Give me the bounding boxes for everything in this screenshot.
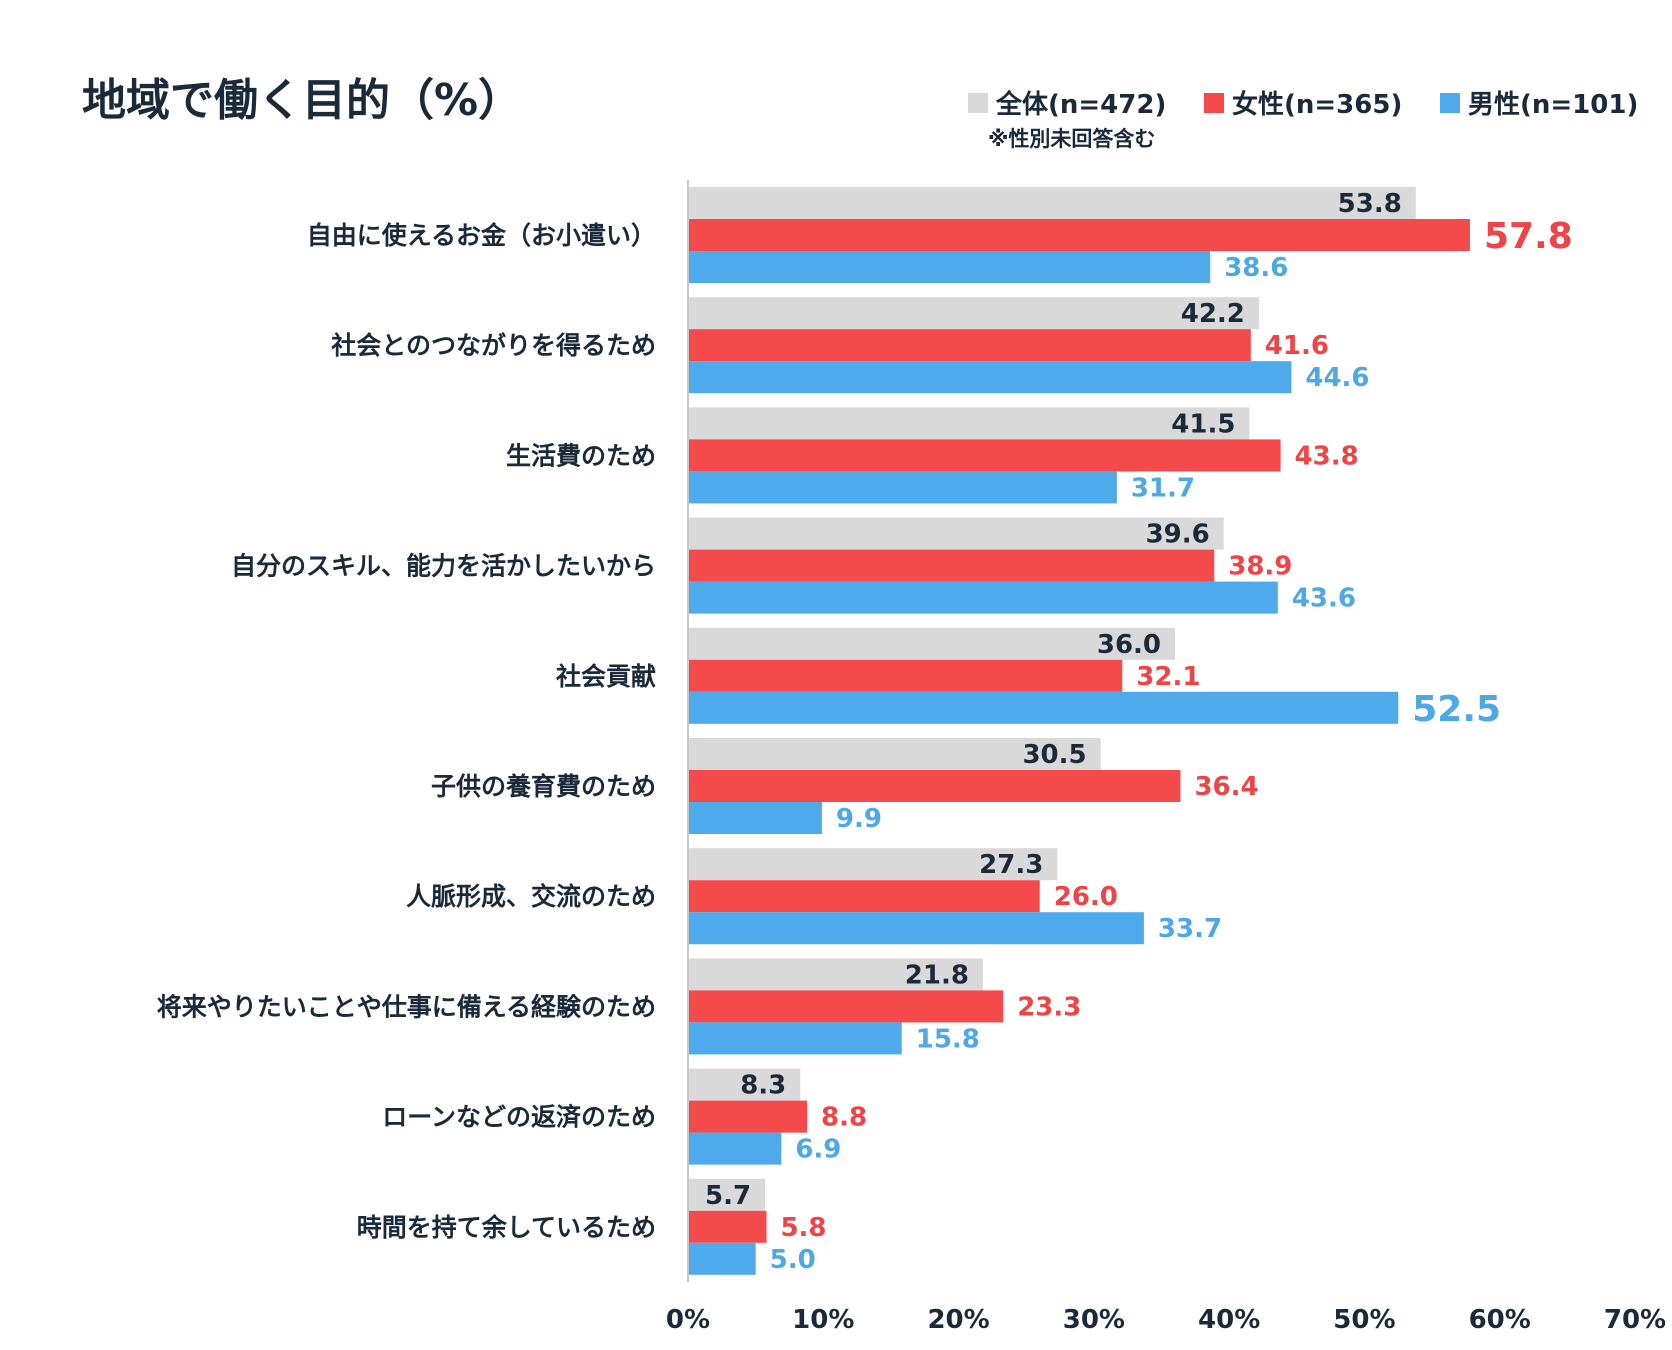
value-label-s2-c8: 6.9 [795,1135,841,1165]
bar-s2-c2 [688,471,1117,504]
value-label-s0-c8: 8.3 [740,1071,786,1101]
x-axis-ticks: 0% 10% 20% 30% 40% 50% 60% 70% [666,1305,1666,1335]
value-label-s0-c6: 27.3 [979,850,1043,880]
bar-s0-c9 [688,1178,766,1211]
bar-s0-c4 [688,627,1176,660]
value-label-s1-c9: 5.8 [780,1213,826,1243]
value-label-s2-c7: 15.8 [916,1024,980,1054]
category-label-8: ローンなどの返済のため [382,1103,656,1132]
value-label-s2-c1: 44.6 [1305,363,1369,393]
legend-swatch-0 [968,93,988,113]
value-label-s1-c3: 38.9 [1228,552,1292,582]
value-label-s2-c2: 31.7 [1131,473,1195,503]
value-label-s2-c0: 38.6 [1224,253,1288,283]
bar-s2-c7 [688,1022,902,1055]
value-label-s2-c4: 52.5 [1412,689,1501,730]
x-tick-label-4: 40% [1198,1305,1260,1335]
bar-s0-c6 [688,848,1058,881]
x-tick-label-0: 0% [666,1305,710,1335]
value-label-s1-c4: 32.1 [1136,662,1200,692]
bar-s1-c1 [688,329,1251,362]
legend-swatch-2 [1440,93,1460,113]
category-labels: 自由に使えるお金（お小遣い） 社会とのつながりを得るため生活費のため自分のスキル、… [157,221,656,1242]
bar-s0-c2 [688,407,1250,440]
bar-s1-c5 [688,770,1181,802]
bar-s1-c4 [688,659,1123,692]
chart-title: 地域で働く目的（%） [82,75,522,126]
category-label-7: 将来やりたいことや仕事に備える経験のため [157,992,656,1021]
category-label-5: 子供の養育費のため [431,772,656,801]
x-tick-label-7: 70% [1604,1305,1666,1335]
category-label-1: 社会とのつながりを得るため [331,331,656,360]
value-label-s2-c6: 33.7 [1158,914,1222,944]
bar-s0-c1 [688,297,1259,330]
category-label-2: 生活費のため [506,441,656,470]
value-label-s1-c0: 57.8 [1484,216,1573,257]
category-label-6: 人脈形成、交流のため [406,882,656,911]
bar-s2-c8 [688,1132,782,1165]
legend-label-1: 女性(n=365) [1232,89,1402,120]
bar-s2-c0 [688,251,1211,283]
bar-s2-c1 [688,361,1292,394]
bar-s0-c3 [688,517,1224,550]
x-tick-label-5: 50% [1333,1305,1395,1335]
value-label-s0-c4: 36.0 [1097,630,1161,660]
value-label-s0-c9: 5.7 [705,1181,751,1211]
value-label-s1-c8: 8.8 [821,1103,867,1133]
value-label-s0-c7: 21.8 [905,960,969,990]
legend-swatch-1 [1204,93,1224,113]
legend-label-0: 全体(n=472) [995,89,1166,120]
value-label-s2-c5: 9.9 [836,804,882,834]
bar-s1-c0 [688,219,1470,251]
value-label-s0-c1: 42.2 [1181,299,1245,329]
value-label-s1-c2: 43.8 [1295,441,1359,471]
bar-s2-c6 [688,912,1144,945]
bar-s1-c9 [688,1210,767,1243]
bar-s2-c5 [688,802,822,834]
value-label-s1-c6: 26.0 [1054,882,1118,912]
bar-s1-c6 [688,880,1040,913]
value-label-s1-c7: 23.3 [1017,992,1081,1022]
bar-s0-c0 [688,187,1416,219]
category-label-9: 時間を持て余しているため [357,1213,656,1242]
bar-s2-c4 [688,691,1399,724]
bar-s1-c2 [688,439,1281,472]
value-label-s0-c3: 39.6 [1146,520,1210,550]
value-label-s2-c3: 43.6 [1292,584,1356,614]
bar-s1-c8 [688,1100,808,1133]
x-tick-label-3: 30% [1063,1305,1125,1335]
bars [688,187,1470,1275]
legend: 全体(n=472) 女性(n=365) 男性(n=101) [968,89,1638,120]
bar-s0-c8 [688,1068,801,1101]
bar-s1-c7 [688,990,1004,1023]
legend-note: ※性別未回答含む [988,127,1155,151]
bar-s1-c3 [688,549,1215,582]
legend-label-2: 男性(n=101) [1468,90,1638,120]
value-label-s1-c5: 36.4 [1194,772,1258,802]
bar-s2-c9 [688,1242,756,1275]
category-label-4: 社会貢献 [556,662,656,691]
bar-s0-c5 [688,738,1101,770]
value-label-s0-c0: 53.8 [1338,189,1402,219]
x-tick-label-6: 60% [1469,1305,1531,1335]
value-label-s0-c2: 41.5 [1171,409,1235,439]
value-labels: 53.8 42.2 41.5 39.6 36.0 30.5 27.3 21.8 8.3 5.7 57… [705,189,1573,1275]
bar-s0-c7 [688,958,983,991]
x-tick-label-1: 10% [792,1305,854,1335]
value-label-s2-c9: 5.0 [770,1245,816,1275]
bar-s2-c3 [688,581,1278,614]
category-label-0: 自由に使えるお金（お小遣い） [307,221,656,250]
category-label-3: 自分のスキル、能力を活かしたいから [231,552,656,581]
value-label-s0-c5: 30.5 [1022,740,1086,770]
x-tick-label-2: 20% [927,1305,989,1335]
value-label-s1-c1: 41.6 [1265,331,1329,361]
